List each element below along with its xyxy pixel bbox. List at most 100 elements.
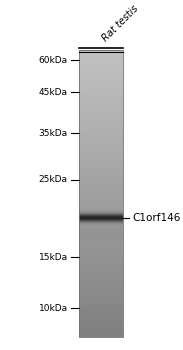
Bar — [79, 150, 123, 151]
Bar — [79, 96, 123, 97]
Bar — [79, 259, 123, 260]
Bar — [79, 249, 123, 250]
Bar — [79, 330, 123, 331]
Bar — [79, 197, 123, 198]
Bar — [79, 72, 123, 73]
Bar — [79, 271, 123, 272]
Bar — [79, 118, 123, 119]
Text: 60kDa: 60kDa — [38, 56, 68, 65]
Bar — [79, 201, 123, 202]
Bar — [79, 239, 123, 240]
Bar — [79, 295, 123, 296]
Bar — [79, 98, 123, 99]
Bar — [79, 256, 123, 257]
Bar — [79, 242, 123, 243]
Bar — [79, 176, 123, 177]
Bar — [79, 304, 123, 305]
Bar — [79, 293, 123, 294]
Bar — [79, 221, 123, 222]
Bar — [79, 184, 123, 185]
Bar — [79, 267, 123, 268]
Bar — [79, 86, 123, 87]
Bar — [79, 229, 123, 230]
Bar — [79, 238, 123, 239]
Bar — [79, 288, 123, 289]
Bar — [79, 175, 123, 176]
Bar — [79, 185, 123, 186]
Bar — [79, 63, 123, 64]
Bar — [79, 230, 123, 231]
Bar — [79, 324, 123, 325]
Bar — [79, 200, 123, 201]
Bar — [79, 76, 123, 77]
Bar — [79, 149, 123, 150]
Bar — [79, 168, 123, 169]
Bar — [79, 158, 123, 159]
Bar — [79, 268, 123, 269]
Bar — [79, 69, 123, 70]
Bar — [79, 65, 123, 66]
Bar — [79, 124, 123, 125]
Bar — [79, 171, 123, 172]
Bar — [79, 177, 123, 178]
Bar — [79, 220, 123, 221]
Bar — [79, 79, 123, 80]
Bar — [79, 113, 123, 114]
Bar — [79, 306, 123, 307]
Bar — [79, 195, 123, 196]
Bar — [79, 209, 123, 210]
Bar — [79, 67, 123, 68]
Bar — [79, 147, 123, 148]
Bar — [79, 233, 123, 234]
Bar — [79, 273, 123, 274]
Bar — [79, 319, 123, 320]
Bar — [79, 300, 123, 301]
Bar — [79, 325, 123, 326]
Bar — [79, 154, 123, 155]
Bar — [79, 136, 123, 137]
Bar — [79, 148, 123, 149]
Bar — [79, 309, 123, 310]
Bar — [79, 126, 123, 127]
Bar — [79, 166, 123, 167]
Text: 15kDa: 15kDa — [38, 253, 68, 261]
Bar — [79, 89, 123, 90]
Bar — [79, 188, 123, 189]
Bar — [79, 64, 123, 65]
Bar — [79, 192, 123, 193]
Bar — [79, 106, 123, 107]
Bar — [79, 116, 123, 117]
Bar — [79, 270, 123, 271]
Bar — [79, 281, 123, 282]
Bar — [79, 140, 123, 141]
Bar — [79, 336, 123, 337]
Text: 10kDa: 10kDa — [38, 304, 68, 313]
Bar — [79, 216, 123, 217]
Bar — [79, 103, 123, 104]
Bar — [79, 62, 123, 63]
Bar — [79, 318, 123, 319]
Bar — [79, 108, 123, 109]
Bar — [79, 178, 123, 179]
Bar — [79, 202, 123, 203]
Bar — [79, 203, 123, 204]
Text: 35kDa: 35kDa — [38, 128, 68, 138]
Bar — [79, 333, 123, 334]
Bar — [79, 82, 123, 83]
Bar — [79, 280, 123, 281]
Bar — [79, 274, 123, 275]
Bar — [79, 254, 123, 255]
Bar — [79, 156, 123, 157]
Bar — [79, 130, 123, 131]
Bar — [79, 157, 123, 158]
Bar — [79, 252, 123, 253]
Bar — [79, 240, 123, 241]
Bar — [79, 193, 123, 194]
Bar — [79, 289, 123, 290]
Bar — [79, 312, 123, 313]
Bar — [79, 321, 123, 322]
Bar — [79, 120, 123, 121]
Bar — [79, 236, 123, 237]
Bar — [79, 99, 123, 100]
Bar — [79, 80, 123, 81]
